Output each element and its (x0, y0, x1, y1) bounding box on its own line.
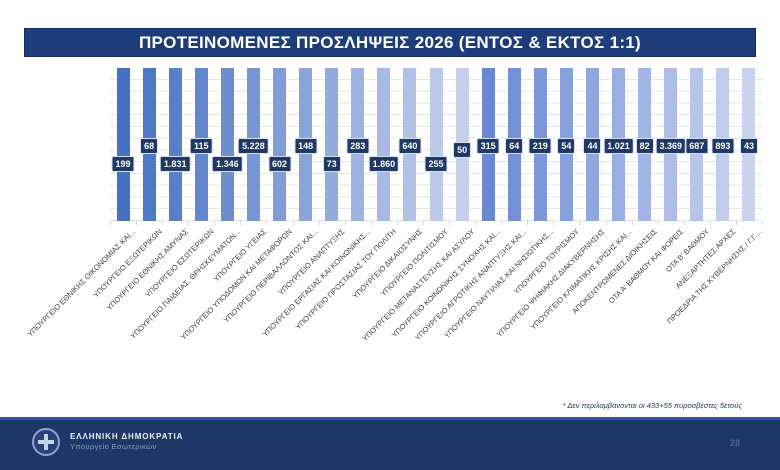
axis-tick (709, 221, 711, 225)
bar (168, 68, 182, 221)
axis-tick (579, 221, 581, 225)
data-label: 687 (685, 138, 709, 154)
data-label: 73 (322, 156, 341, 172)
data-label: 148 (294, 138, 318, 154)
data-label: 315 (476, 138, 500, 154)
data-label: 219 (528, 138, 552, 154)
data-label: 1.346 (212, 156, 243, 172)
axis-tick (292, 221, 294, 225)
axis-tick (318, 221, 320, 225)
data-label: 283 (346, 138, 370, 154)
footer-org-name: ΕΛΛΗΝΙΚΗ ΔΗΜΟΚΡΑΤΙΑ (70, 432, 184, 441)
data-label: 602 (268, 156, 292, 172)
footer-org-block: ΕΛΛΗΝΙΚΗ ΔΗΜΟΚΡΑΤΙΑ Υπουργείο Εσωτερικών (70, 431, 183, 452)
axis-tick (527, 221, 529, 225)
data-label: 255 (424, 156, 448, 172)
axis-tick (553, 221, 555, 225)
footer-accent-line (0, 417, 780, 420)
data-label: 82 (635, 138, 654, 154)
data-label: 43 (739, 138, 758, 154)
category-label: ΥΠΟΥΡΓΕΙΟ ΕΘΝΙΚΗΣ ΟΙΚΟΝΟΜΙΑΣ ΚΑΙ... (25, 227, 138, 339)
axis-tick (501, 221, 503, 225)
axis-tick (475, 221, 477, 225)
data-label: 54 (557, 138, 576, 154)
axis-tick (214, 221, 216, 225)
bar (377, 68, 391, 221)
bar (429, 68, 443, 221)
data-label: 1.831 (159, 156, 191, 172)
hellenic-republic-emblem-icon (32, 428, 60, 456)
footnote: * Δεν περιλαμβάνονται οι 433+55 πυροσβέσ… (562, 401, 742, 410)
axis-tick (396, 221, 398, 225)
data-label: 44 (583, 138, 602, 154)
bar (116, 68, 130, 221)
category-label: ΠΡΟΕΔΡΙΑ ΤΗΣ ΚΥΒΕΡΝΗΣΗΣ / Γ.Γ.... (664, 227, 764, 326)
data-label: 640 (398, 138, 422, 154)
axis-tick (683, 221, 685, 225)
data-label: 68 (140, 138, 159, 154)
data-label: 893 (711, 138, 735, 154)
data-label: 5.228 (238, 138, 269, 154)
axis-tick (344, 221, 346, 225)
axis-tick (735, 221, 737, 225)
data-label: 3.369 (655, 138, 686, 154)
data-label: 1.021 (603, 138, 634, 154)
data-label: 199 (111, 156, 135, 172)
bar (273, 68, 287, 221)
data-label: 115 (190, 138, 213, 154)
axis-tick (605, 221, 607, 225)
axis-tick (162, 221, 164, 225)
data-label: 1.860 (368, 156, 400, 172)
bar (325, 68, 339, 221)
bar (220, 68, 234, 221)
data-label: 64 (505, 138, 524, 154)
footer: ΕΛΛΗΝΙΚΗ ΔΗΜΟΚΡΑΤΙΑ Υπουργείο Εσωτερικών… (0, 420, 780, 470)
axis-tick (657, 221, 659, 225)
axis-tick (631, 221, 633, 225)
axis-tick (188, 221, 190, 225)
axis-tick (266, 221, 268, 225)
axis-tick (136, 221, 138, 225)
data-label: 50 (453, 142, 472, 158)
axis-tick (110, 221, 111, 225)
axis-tick (240, 221, 242, 225)
axis-tick (370, 221, 372, 225)
axis-tick (762, 221, 763, 225)
page-number: 28 (729, 438, 740, 448)
axis-tick (449, 221, 451, 225)
axis-tick (422, 221, 424, 225)
slide-title: ΠΡΟΤΕΙΝΟΜΕΝΕΣ ΠΡΟΣΛΗΨΕΙΣ 2026 (ΕΝΤΟΣ & Ε… (24, 28, 756, 57)
footer-org-sub: Υπουργείο Εσωτερικών (70, 442, 157, 451)
